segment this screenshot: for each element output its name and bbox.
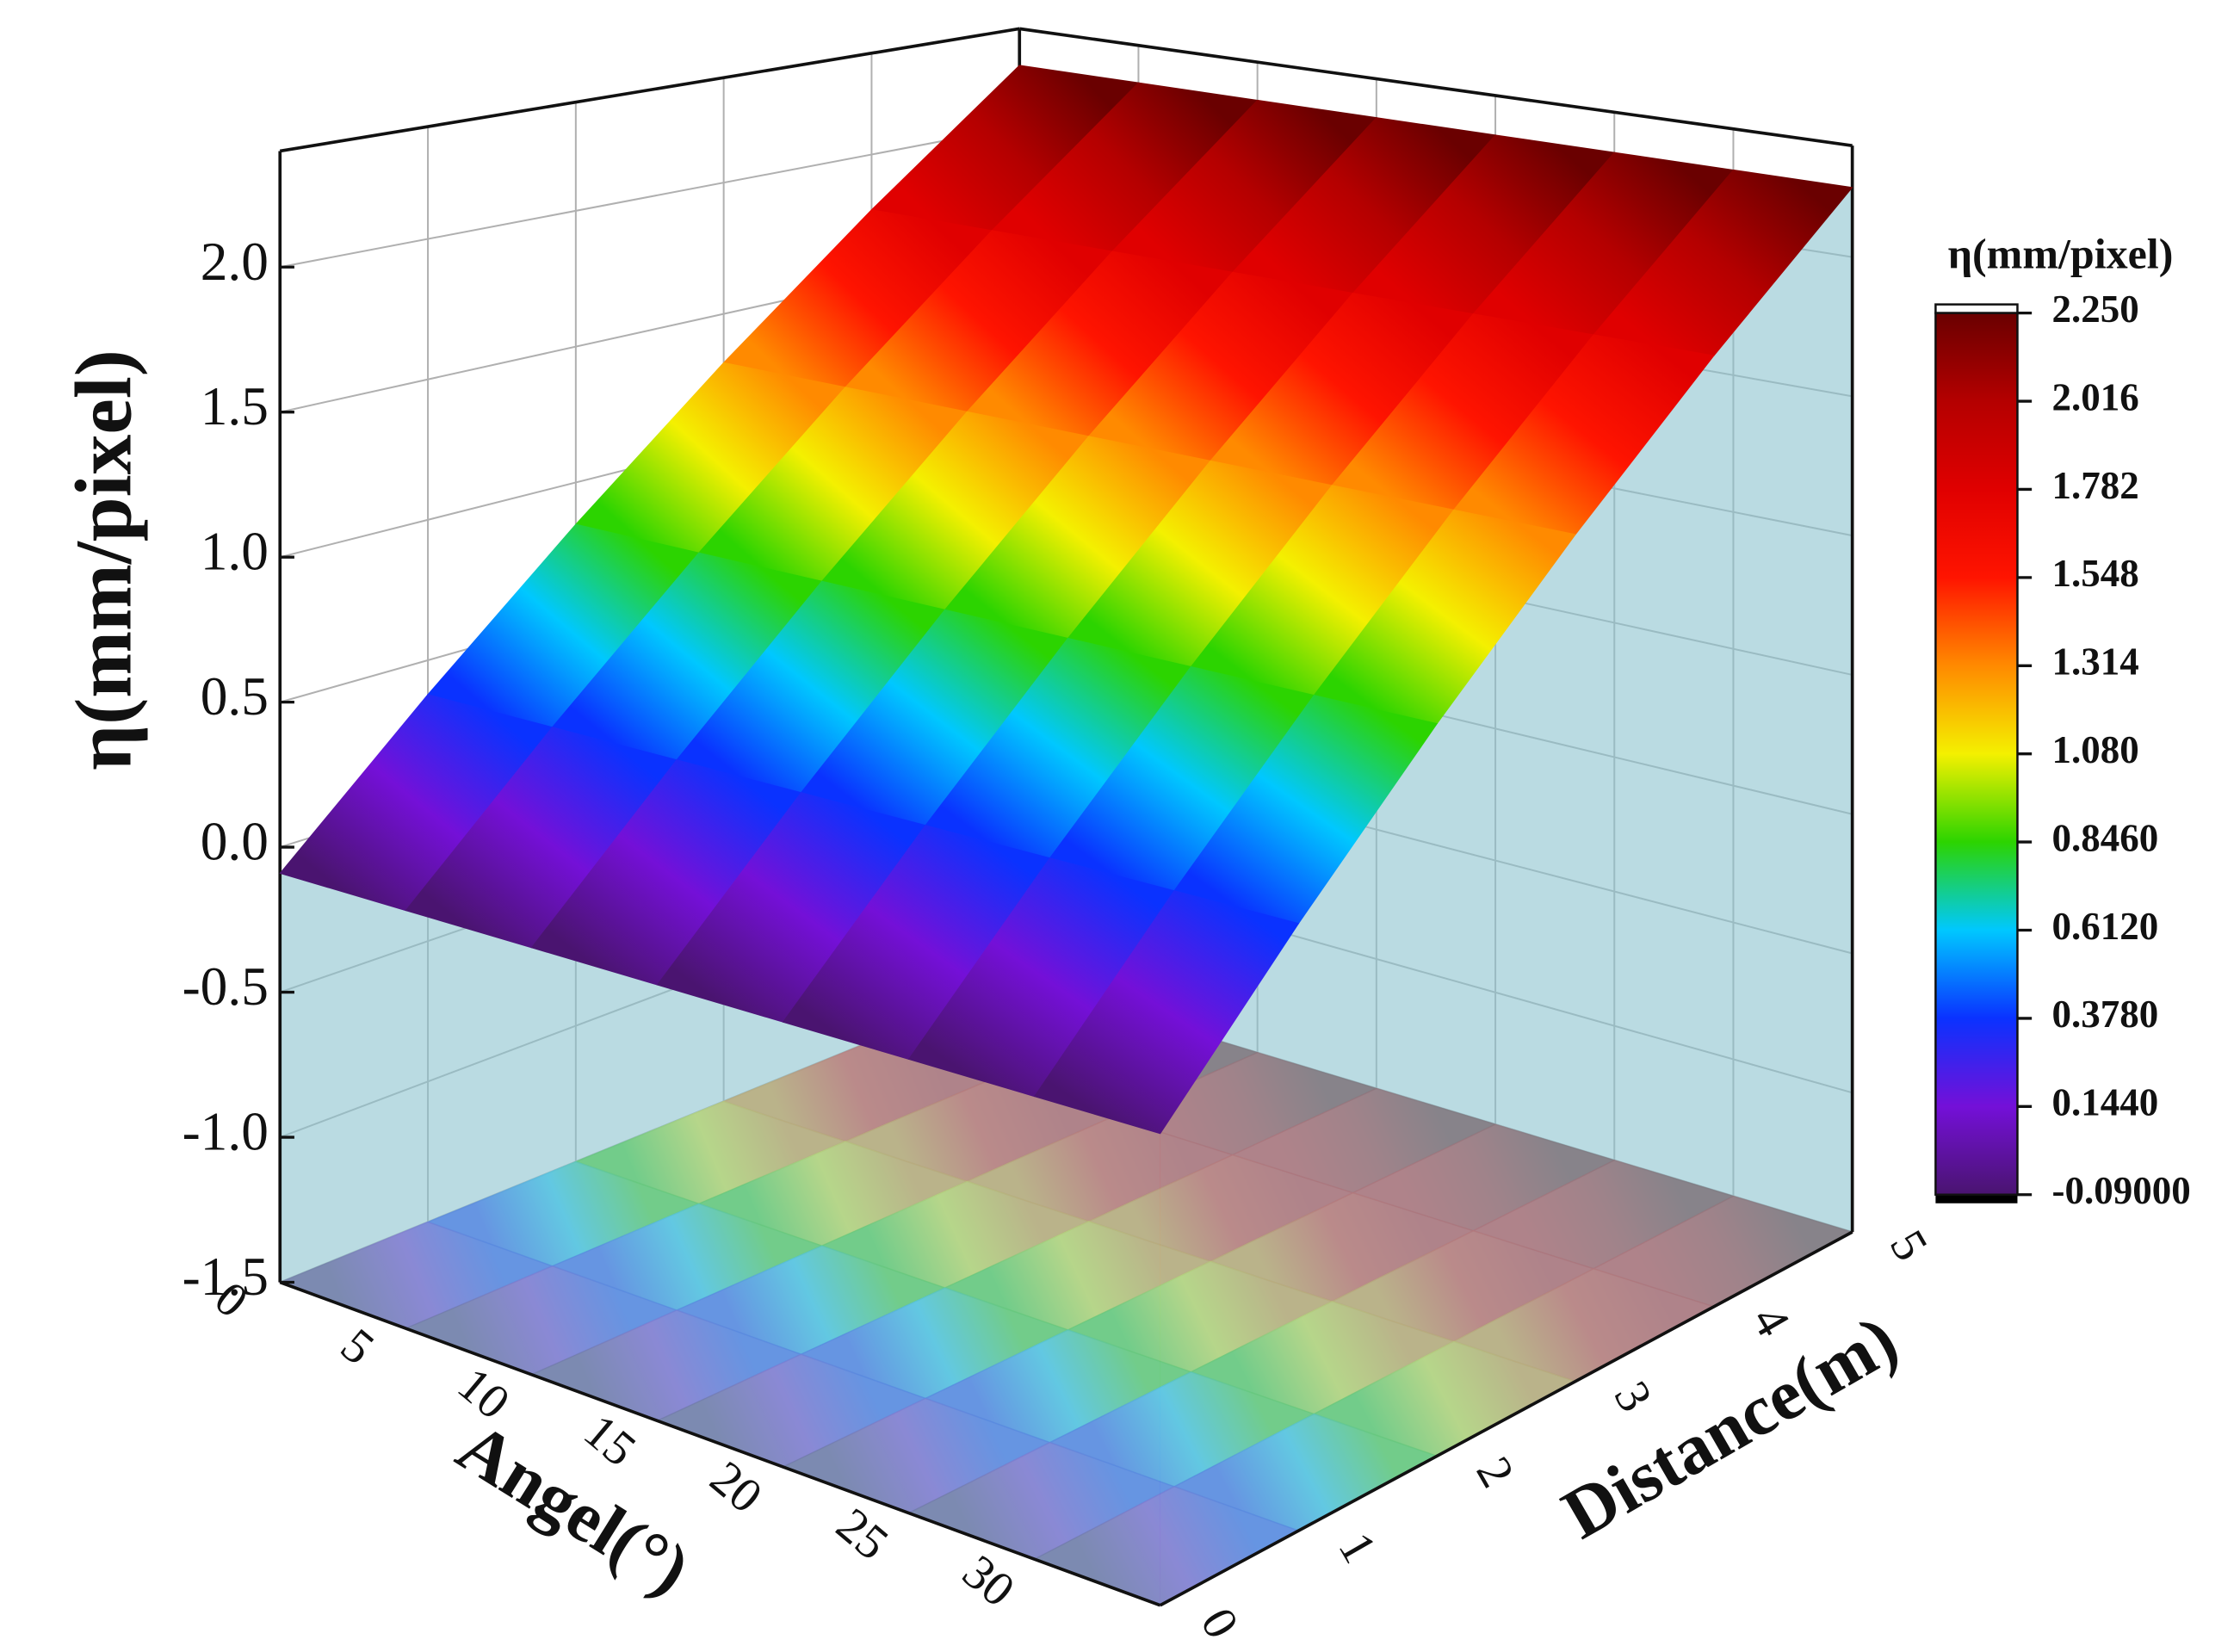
colorbar-tick-label: 0.3780	[2051, 993, 2158, 1036]
colorbar-tick-label: 2.016	[2051, 375, 2138, 418]
colorbar-tick-label: 1.314	[2051, 640, 2138, 684]
axis-line	[279, 1280, 1161, 1607]
y-tick-label: 2	[1466, 1448, 1525, 1496]
surface-cell	[1033, 890, 1300, 1135]
x-tick-label: 5	[331, 1318, 384, 1375]
z-tick-label: 0.5	[201, 666, 269, 727]
x-tick-label: 30	[952, 1544, 1024, 1618]
colorbar-tick-label: 0.6120	[2051, 905, 2158, 948]
z-tick-label: 1.0	[201, 522, 269, 582]
x-tick-label: 20	[700, 1451, 772, 1524]
colorbar-tick-label: 0.8460	[2051, 816, 2158, 859]
x-axis-title: Angel(°)	[444, 1408, 703, 1611]
z-tick-label: 1.5	[201, 376, 269, 436]
colorbar-over	[1934, 303, 2019, 314]
y-tick-label: 5	[1879, 1222, 1939, 1270]
colorbar-tick-label: 0.1440	[2051, 1081, 2158, 1124]
z-tick-label: 0.0	[201, 812, 269, 872]
x-tick-label: 25	[826, 1498, 899, 1571]
z-tick-label: -0.5	[183, 956, 269, 1017]
colorbar-tick-label: -0.09000	[2051, 1169, 2190, 1212]
z-tick-label: 2.0	[201, 232, 269, 292]
z-tick-label: -1.5	[183, 1247, 269, 1307]
y-tick-label: 3	[1604, 1372, 1663, 1420]
x-tick-label: 15	[574, 1404, 647, 1477]
colorbar-under	[1935, 1194, 2018, 1203]
z-axis-title: η(mm/pixel)	[60, 350, 149, 770]
colorbar-tick-label: 1.080	[2051, 728, 2138, 771]
z-tick-label: -1.0	[183, 1102, 269, 1162]
y-tick-label: 0	[1190, 1599, 1249, 1648]
y-tick-label: 4	[1742, 1296, 1801, 1345]
curtain	[280, 873, 1160, 1606]
axis-line	[1159, 1230, 1853, 1607]
y-tick-label: 1	[1327, 1524, 1387, 1572]
curtain	[1160, 187, 1853, 1606]
colorbar-tick-label: 1.782	[2051, 464, 2138, 507]
axis-line	[279, 27, 1020, 153]
colorbar-tick-label: 2.250	[2051, 288, 2138, 331]
axis-line	[1018, 27, 1853, 147]
colorbar	[1934, 312, 2019, 1196]
colorbar-title: η(mm/pixel)	[1948, 230, 2174, 278]
colorbar-tick-label: 1.548	[2051, 552, 2138, 595]
